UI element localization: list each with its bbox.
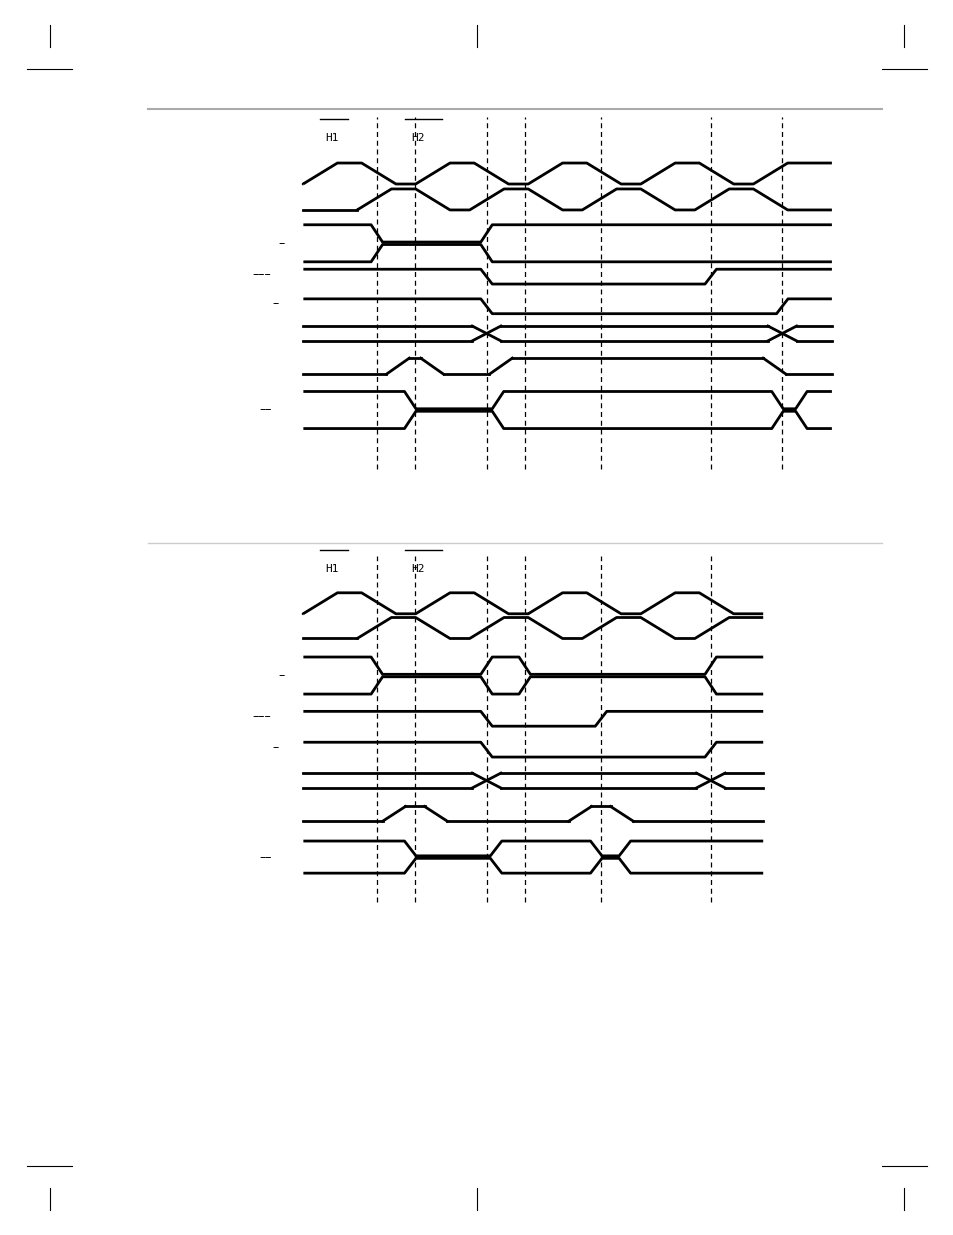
- Text: ––: ––: [259, 404, 272, 416]
- Text: –––: –––: [252, 710, 271, 722]
- Text: H1: H1: [325, 564, 338, 574]
- Text: –: –: [272, 741, 278, 753]
- Text: H2: H2: [411, 133, 424, 143]
- Text: –: –: [277, 669, 284, 682]
- Text: –––: –––: [252, 268, 271, 280]
- Text: –: –: [277, 237, 284, 249]
- Text: –: –: [272, 298, 278, 310]
- Text: H2: H2: [411, 564, 424, 574]
- Text: ––: ––: [259, 851, 272, 863]
- Text: H1: H1: [325, 133, 338, 143]
